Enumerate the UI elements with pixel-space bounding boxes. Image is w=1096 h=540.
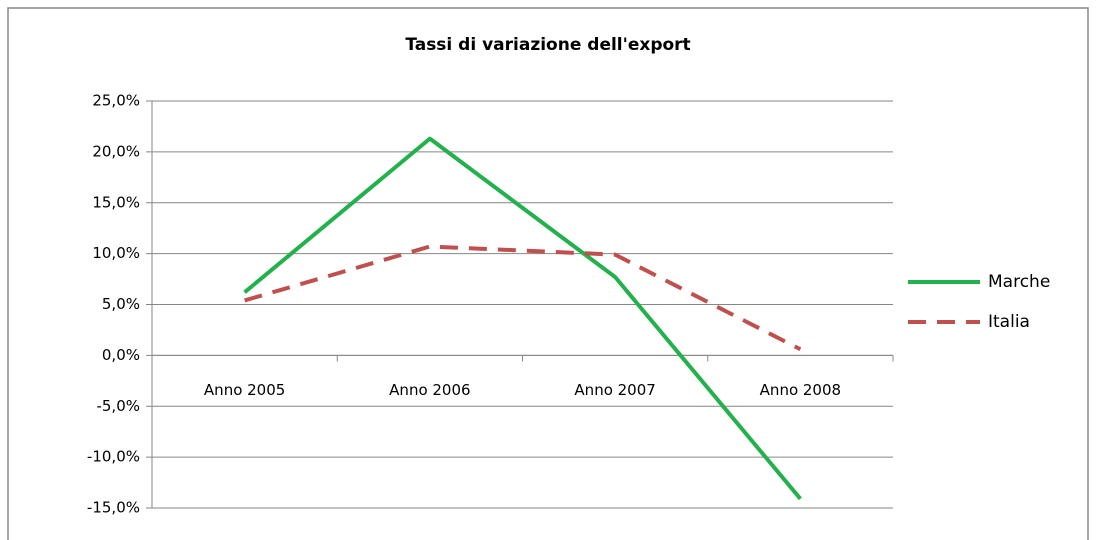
series-line (243, 136, 802, 501)
y-tick-label: -15,0% (87, 499, 140, 517)
series-line (244, 244, 802, 352)
y-tick-label: 15,0% (92, 193, 140, 211)
chart-frame (7, 7, 1089, 540)
y-tick-label: 5,0% (102, 295, 140, 313)
x-tick-label: Anno 2006 (389, 381, 470, 399)
legend-label: Italia (988, 312, 1030, 332)
x-tick-label: Anno 2008 (760, 381, 841, 399)
y-tick-label: 20,0% (92, 142, 140, 160)
y-tick-label: 10,0% (92, 244, 140, 262)
x-tick-label: Anno 2005 (204, 381, 285, 399)
y-tick-label: -10,0% (87, 448, 140, 466)
y-tick-label: 0,0% (102, 346, 140, 364)
chart-title: Tassi di variazione dell'export (405, 35, 690, 55)
x-tick-label: Anno 2007 (574, 381, 655, 399)
y-tick-label: -5,0% (96, 397, 140, 415)
legend-label: Marche (988, 272, 1050, 292)
y-tick-label: 25,0% (92, 92, 140, 110)
